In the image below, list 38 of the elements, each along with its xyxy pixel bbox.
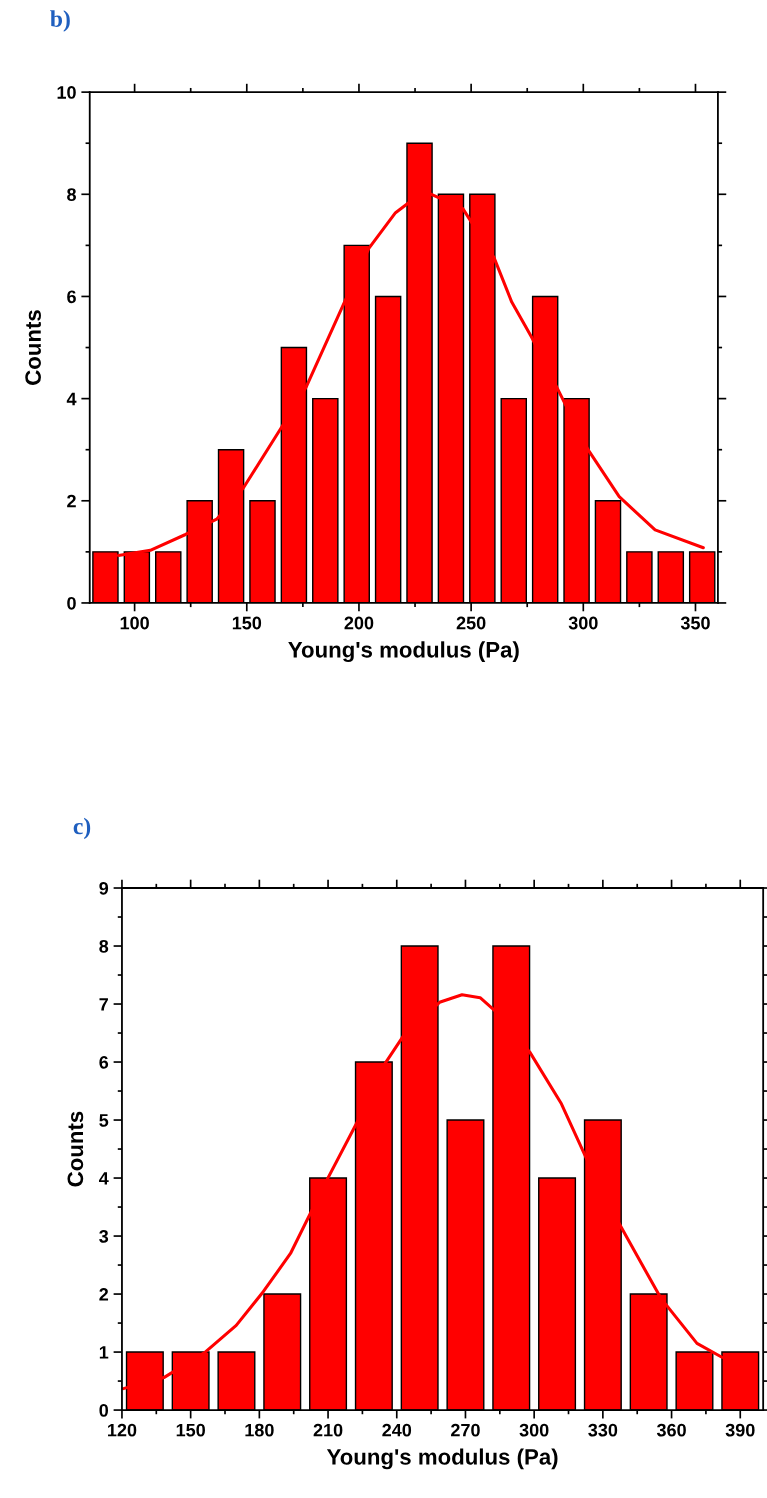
y-tick-label: 0 <box>99 1404 109 1417</box>
y-tick-label: 4 <box>66 392 77 406</box>
y-tick-label: 2 <box>99 1287 109 1301</box>
x-tick-label: 390 <box>725 1423 755 1437</box>
y-tick-label: 8 <box>99 939 109 953</box>
x-tick-label: 240 <box>382 1423 412 1437</box>
x-tick-label: 330 <box>588 1423 618 1437</box>
x-tick-label: 120 <box>108 1423 137 1437</box>
y-tick-label: 2 <box>67 494 76 508</box>
y-axis-title: Counts <box>67 1111 84 1187</box>
y-tick-label: 6 <box>67 290 76 304</box>
y-axis-title: Counts <box>25 310 41 385</box>
y-tick-label: 9 <box>99 881 109 895</box>
x-axis-title: Young's modulus (Pa) <box>288 641 519 663</box>
y-tick-label: 3 <box>99 1229 109 1243</box>
y-tick-label: 5 <box>99 1114 109 1127</box>
x-tick-label: 180 <box>245 1423 274 1437</box>
x-tick-label: 300 <box>519 1423 549 1437</box>
y-tick-label: 1 <box>99 1346 109 1359</box>
y-tick-label: 7 <box>99 998 108 1011</box>
x-tick-label: 200 <box>344 616 374 630</box>
x-tick-label: 300 <box>568 616 598 630</box>
x-tick-label: 210 <box>313 1423 343 1437</box>
x-tick-label: 150 <box>176 1423 205 1437</box>
x-tick-label: 150 <box>232 616 262 630</box>
x-tick-label: 360 <box>656 1423 686 1437</box>
y-tick-label: 6 <box>99 1055 109 1069</box>
y-tick-label: 4 <box>98 1172 109 1185</box>
x-tick-label: 250 <box>456 616 486 630</box>
chart-title: b) <box>50 10 70 32</box>
y-tick-label: 10 <box>57 86 76 99</box>
y-tick-label: 0 <box>67 596 76 610</box>
x-tick-label: 350 <box>680 616 710 630</box>
y-tick-label: 8 <box>67 188 76 202</box>
x-tick-label: 100 <box>120 616 149 630</box>
chart-title: c) <box>73 817 91 840</box>
x-axis-title: Young's modulus (Pa) <box>326 1448 558 1470</box>
x-tick-label: 270 <box>451 1423 480 1437</box>
